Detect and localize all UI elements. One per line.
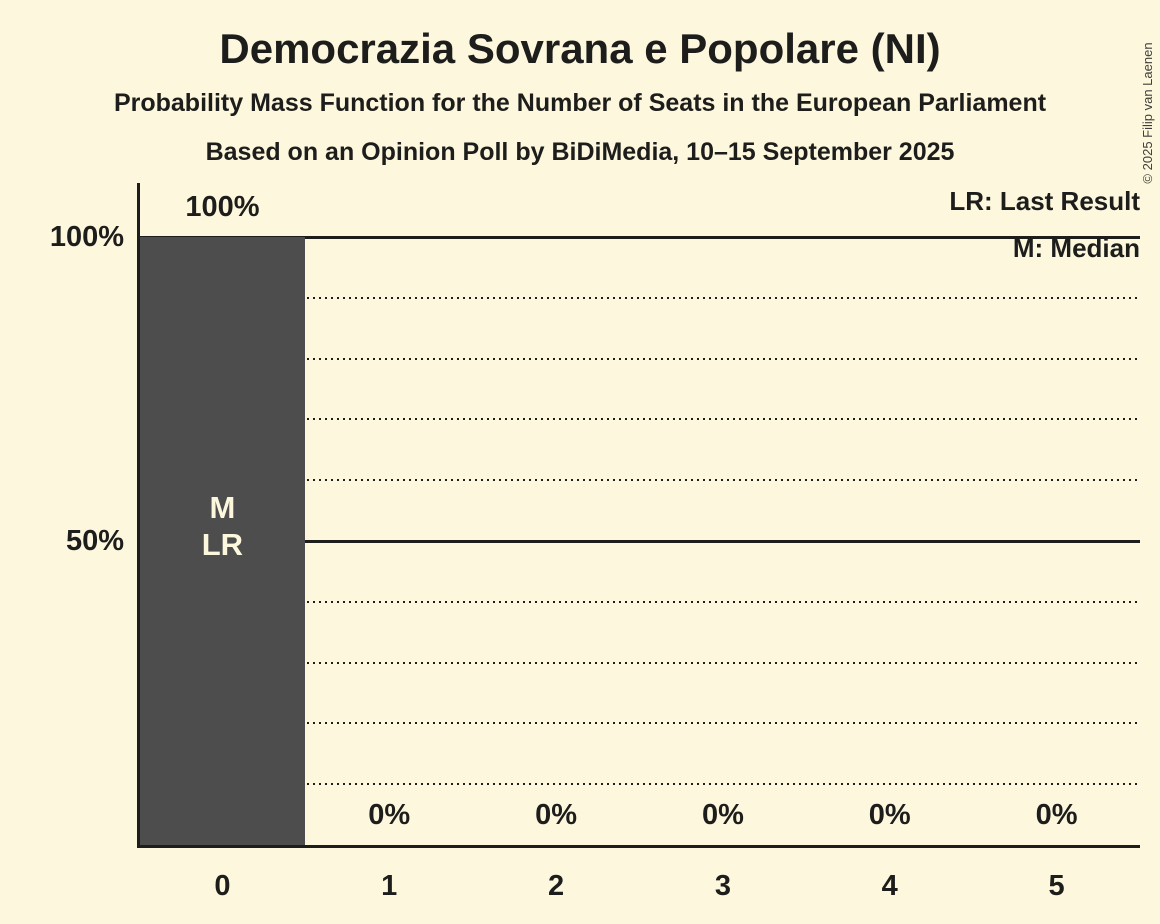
x-tick-label-2: 2: [548, 870, 565, 902]
gridline-dotted-10: [139, 783, 1140, 786]
gridline-dotted-60: [139, 479, 1140, 482]
gridline-dotted-90: [139, 296, 1140, 299]
bar-value-label-5: 0%: [1035, 799, 1078, 831]
bar-annotation-line-m: M: [209, 490, 236, 525]
bar-seats-0: [140, 237, 305, 845]
x-tick-label-3: 3: [714, 870, 731, 902]
gridline-dotted-70: [139, 418, 1140, 421]
x-tick-label-4: 4: [881, 870, 898, 902]
bar-annotation-line-lr: LR: [201, 527, 244, 562]
chart-title: Democrazia Sovrana e Popolare (NI): [219, 25, 941, 72]
x-tick-label-0: 0: [214, 870, 231, 902]
bar-value-label-0: 100%: [185, 191, 260, 223]
copyright-notice: © 2025 Filip van Laenen: [1140, 42, 1155, 184]
gridline-solid-50: [139, 539, 1140, 543]
bar-value-label-2: 0%: [535, 799, 578, 831]
gridline-dotted-80: [139, 357, 1140, 360]
y-axis-label-50%: 50%: [65, 525, 124, 557]
bar-annotation: M LR: [139, 489, 306, 563]
gridline-dotted-40: [139, 600, 1140, 603]
y-axis-line: [137, 183, 140, 848]
legend-median: M: Median: [1012, 233, 1140, 263]
gridline-dotted-30: [139, 661, 1140, 664]
chart-subtitle: Probability Mass Function for the Number…: [113, 89, 1047, 117]
x-axis-line: [137, 845, 1140, 848]
gridline-solid-100: [139, 235, 1140, 239]
bar-value-label-4: 0%: [868, 799, 911, 831]
legend-last-result: LR: Last Result: [949, 186, 1140, 216]
bar-value-label-3: 0%: [701, 799, 744, 831]
x-tick-label-5: 5: [1048, 870, 1065, 902]
x-tick-label-1: 1: [381, 870, 398, 902]
y-axis-label-100%: 100%: [49, 221, 124, 253]
gridline-dotted-20: [139, 722, 1140, 725]
poll-source-line: Based on an Opinion Poll by BiDiMedia, 1…: [205, 138, 955, 166]
bar-value-label-1: 0%: [368, 799, 411, 831]
